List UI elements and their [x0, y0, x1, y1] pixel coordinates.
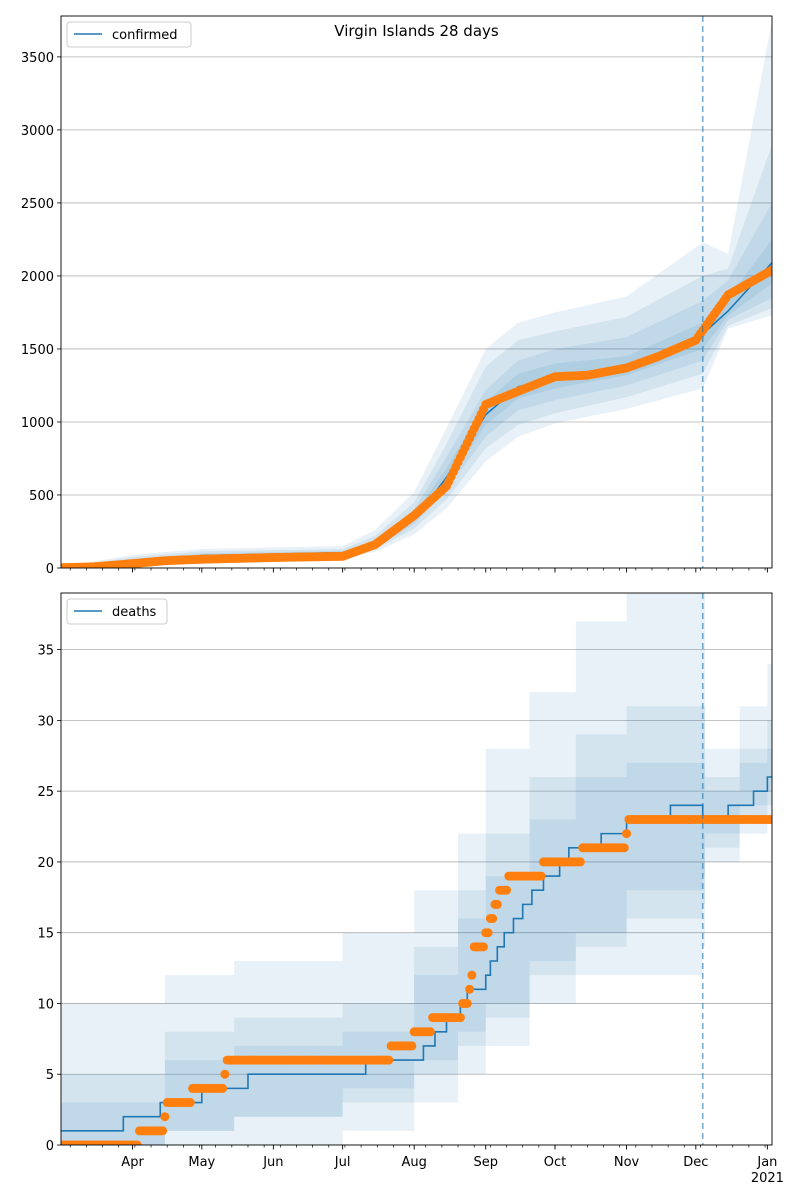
- y-tick-label: 25: [37, 785, 54, 800]
- observed-point: [158, 1126, 168, 1136]
- y-tick-label: 20: [37, 856, 54, 871]
- plot-area: [61, 20, 772, 568]
- axes-frame: [60, 15, 773, 569]
- legend-label: confirmed: [112, 28, 178, 43]
- x-year-label: 2021: [751, 1171, 784, 1186]
- legend-label: deaths: [112, 605, 157, 620]
- observed-point: [483, 928, 493, 938]
- y-tick-label: 3000: [21, 124, 54, 139]
- legend-box: [66, 598, 168, 625]
- x-tick-label: May: [188, 1155, 215, 1170]
- x-tick-label: Jun: [262, 1155, 283, 1170]
- y-tick-label: 0: [46, 562, 54, 577]
- observed-point: [478, 942, 488, 952]
- observed-point: [220, 1069, 230, 1079]
- y-tick-label: 500: [29, 489, 54, 504]
- model-line: [61, 776, 772, 1132]
- x-tick-label: Jan: [756, 1155, 777, 1170]
- x-tick-label: Jul: [334, 1155, 351, 1170]
- y-tick-label: 10: [37, 997, 54, 1012]
- y-tick-label: 2500: [21, 197, 54, 212]
- credible-band: [61, 593, 772, 1145]
- x-tick-label: Apr: [121, 1155, 144, 1170]
- observed-point: [536, 871, 546, 881]
- observed-point: [622, 829, 632, 839]
- y-tick-label: 35: [37, 644, 54, 659]
- x-tick-label: Aug: [401, 1155, 426, 1170]
- credible-band: [61, 20, 772, 568]
- plot-area: [61, 593, 772, 1145]
- observed-point: [160, 1112, 170, 1122]
- observed-point: [218, 1083, 228, 1093]
- chart-0: 0 500 1000 1500 2000 2500 3000 3500 Virgin Islan…: [21, 15, 773, 577]
- observed-point: [488, 914, 498, 924]
- x-tick-label: Sep: [473, 1155, 498, 1170]
- observed-point: [462, 998, 472, 1008]
- observed-point: [492, 899, 502, 909]
- observed-point: [467, 970, 477, 980]
- legend: deaths: [66, 598, 168, 625]
- observed-point: [767, 265, 772, 275]
- observed-points: [61, 265, 772, 568]
- y-tick-label: 5: [46, 1068, 54, 1083]
- observed-point: [407, 1041, 417, 1051]
- observed-point: [619, 843, 629, 853]
- observed-point: [502, 885, 512, 895]
- x-tick-label: Oct: [544, 1155, 566, 1170]
- observed-point: [465, 984, 475, 994]
- credible-band: [61, 706, 772, 1145]
- legend: confirmed: [66, 21, 192, 48]
- y-tick-label: 3500: [21, 51, 54, 66]
- chart-1: 0 5 10 15 20 25 30 35 Apr May Jun Jul Aug Sep Oct Nov De…: [37, 592, 784, 1186]
- x-tick-label: Nov: [614, 1155, 640, 1170]
- legend-box: [66, 21, 192, 48]
- observed-point: [425, 1027, 435, 1037]
- observed-points: [61, 814, 772, 1145]
- observed-point: [455, 1013, 465, 1023]
- observed-point: [384, 1055, 394, 1065]
- y-tick-label: 1000: [21, 416, 54, 431]
- y-tick-label: 30: [37, 714, 54, 729]
- x-tick-label: Dec: [683, 1155, 708, 1170]
- axes-frame: [60, 592, 773, 1146]
- chart-title: Virgin Islands 28 days: [334, 22, 499, 40]
- observed-point: [765, 814, 772, 824]
- observed-point: [575, 857, 585, 867]
- y-tick-label: 2000: [21, 270, 54, 285]
- credible-band: [61, 144, 772, 568]
- observed-point: [132, 1140, 142, 1145]
- y-tick-label: 1500: [21, 343, 54, 358]
- y-tick-label: 0: [46, 1139, 54, 1154]
- y-tick-label: 15: [37, 927, 54, 942]
- observed-point: [185, 1098, 195, 1108]
